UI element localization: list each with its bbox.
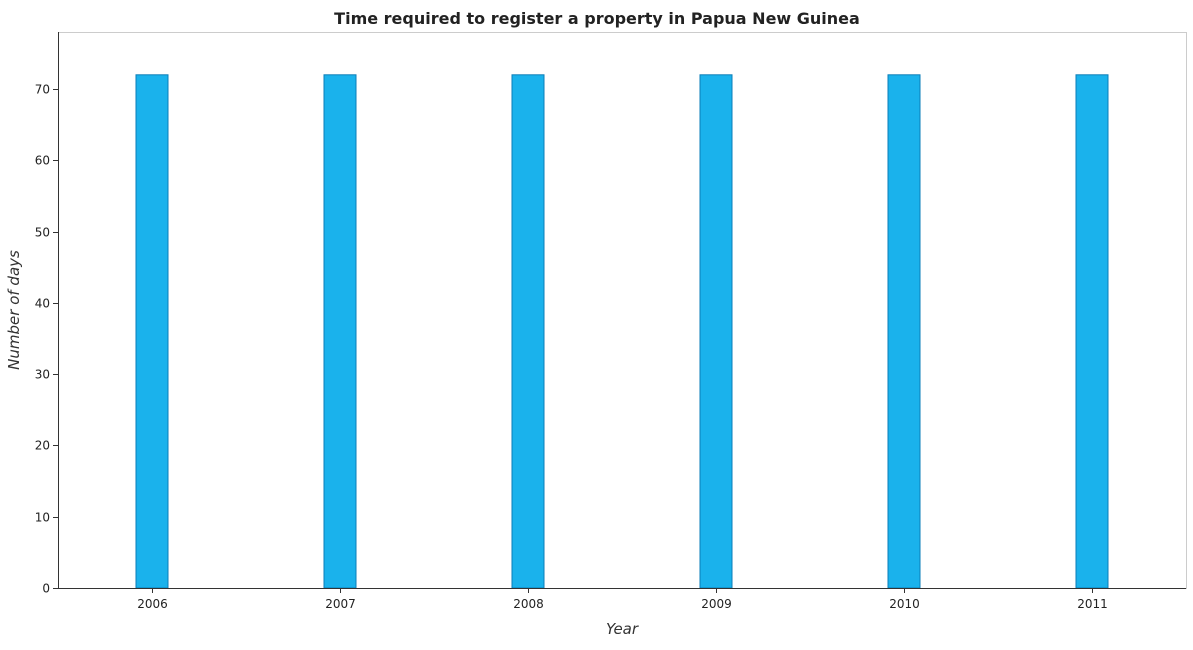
plot-frame xyxy=(59,33,1187,589)
bar-2009 xyxy=(700,75,732,588)
y-tick-label-0: 0 xyxy=(42,582,50,596)
x-tick-label-2006: 2006 xyxy=(137,597,168,611)
y-tick-label-60: 60 xyxy=(35,154,50,168)
x-tick-label-2010: 2010 xyxy=(889,597,920,611)
bar-2011 xyxy=(1076,75,1108,588)
bar-2010 xyxy=(888,75,920,588)
bar-2006 xyxy=(136,75,168,588)
y-tick-label-70: 70 xyxy=(35,83,50,97)
y-tick-label-40: 40 xyxy=(35,297,50,311)
x-tick-label-2008: 2008 xyxy=(513,597,544,611)
x-tick-label-2011: 2011 xyxy=(1077,597,1108,611)
bar-2008 xyxy=(512,75,544,588)
x-axis: 2006 2007 2008 2009 2010 2011 xyxy=(58,588,1186,611)
y-axis: 0 10 20 30 40 50 60 70 xyxy=(35,32,59,596)
x-axis-label: Year xyxy=(606,620,639,638)
y-tick-label-10: 10 xyxy=(35,511,50,525)
chart-title: Time required to register a property in … xyxy=(334,9,860,28)
y-tick-label-30: 30 xyxy=(35,368,50,382)
y-tick-label-20: 20 xyxy=(35,439,50,453)
bars xyxy=(136,75,1108,588)
y-tick-label-50: 50 xyxy=(35,226,50,240)
bar-2007 xyxy=(324,75,356,588)
y-axis-label: Number of days xyxy=(5,250,23,370)
x-tick-label-2007: 2007 xyxy=(325,597,356,611)
x-tick-label-2009: 2009 xyxy=(701,597,732,611)
